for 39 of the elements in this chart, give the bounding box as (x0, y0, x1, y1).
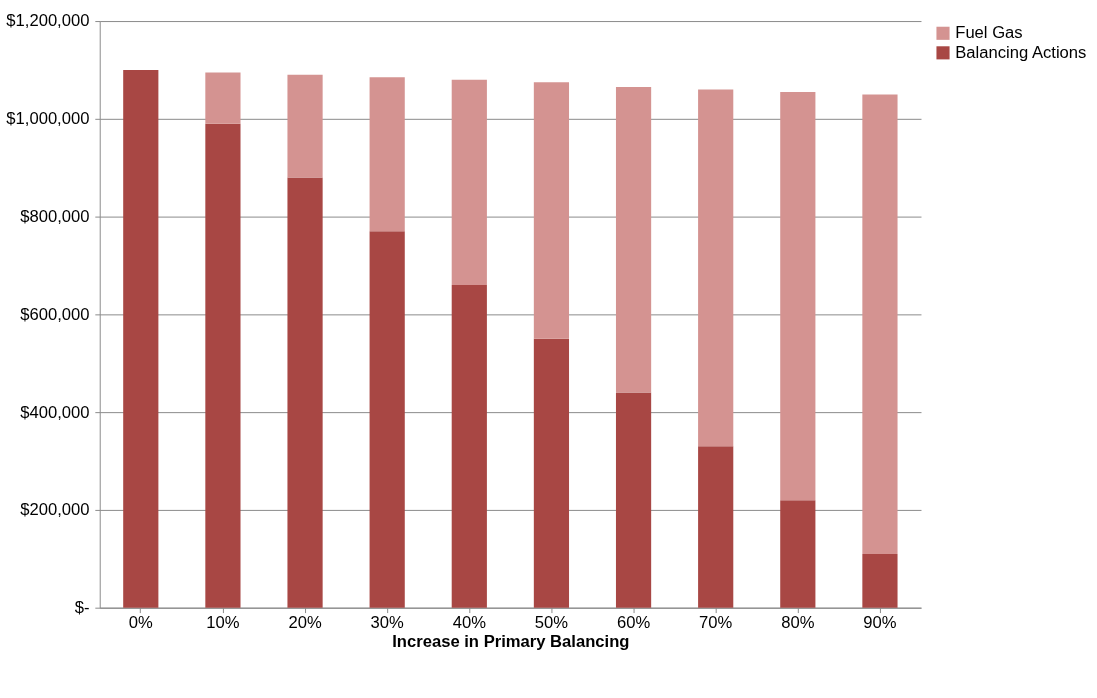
y-tick-label: $1,000,000 (6, 109, 90, 129)
bar (862, 553, 898, 608)
x-tick-label: 40% (452, 612, 487, 632)
legend-label: Fuel Gas (955, 23, 1023, 43)
bar (369, 77, 405, 232)
x-tick-label: 30% (370, 612, 405, 632)
y-tick-label: $- (74, 598, 90, 618)
x-tick-label: 10% (206, 612, 240, 632)
y-tick-label: $800,000 (20, 206, 90, 226)
x-tick-label: 20% (288, 612, 322, 632)
bar (615, 87, 652, 393)
x-tick-label: 60% (616, 612, 651, 632)
bar (451, 285, 487, 608)
x-tick-label: 0% (128, 612, 154, 632)
bar (205, 72, 241, 124)
bar (369, 231, 405, 608)
bar (451, 79, 487, 286)
bar (615, 392, 652, 608)
bar (698, 446, 734, 608)
x-tick-label: 80% (781, 612, 815, 632)
x-tick-label: 70% (699, 612, 733, 632)
bar (123, 69, 159, 608)
y-tick-label: $200,000 (20, 500, 90, 520)
y-tick-label: $400,000 (20, 402, 90, 422)
bar (205, 123, 241, 608)
x-axis-title: Increase in Primary Balancing (392, 632, 630, 652)
x-tick-label: 90% (863, 612, 897, 632)
bar (287, 177, 323, 608)
bar (780, 91, 816, 501)
bar (698, 89, 734, 447)
bar (862, 94, 898, 554)
bar (533, 338, 570, 608)
bar (533, 82, 570, 339)
bar (780, 500, 816, 608)
legend-label: Balancing Actions (955, 42, 1087, 62)
y-tick-label: $600,000 (20, 304, 90, 324)
bar (287, 74, 323, 178)
y-tick-label: $1,200,000 (6, 11, 90, 31)
x-tick-label: 50% (534, 612, 569, 632)
